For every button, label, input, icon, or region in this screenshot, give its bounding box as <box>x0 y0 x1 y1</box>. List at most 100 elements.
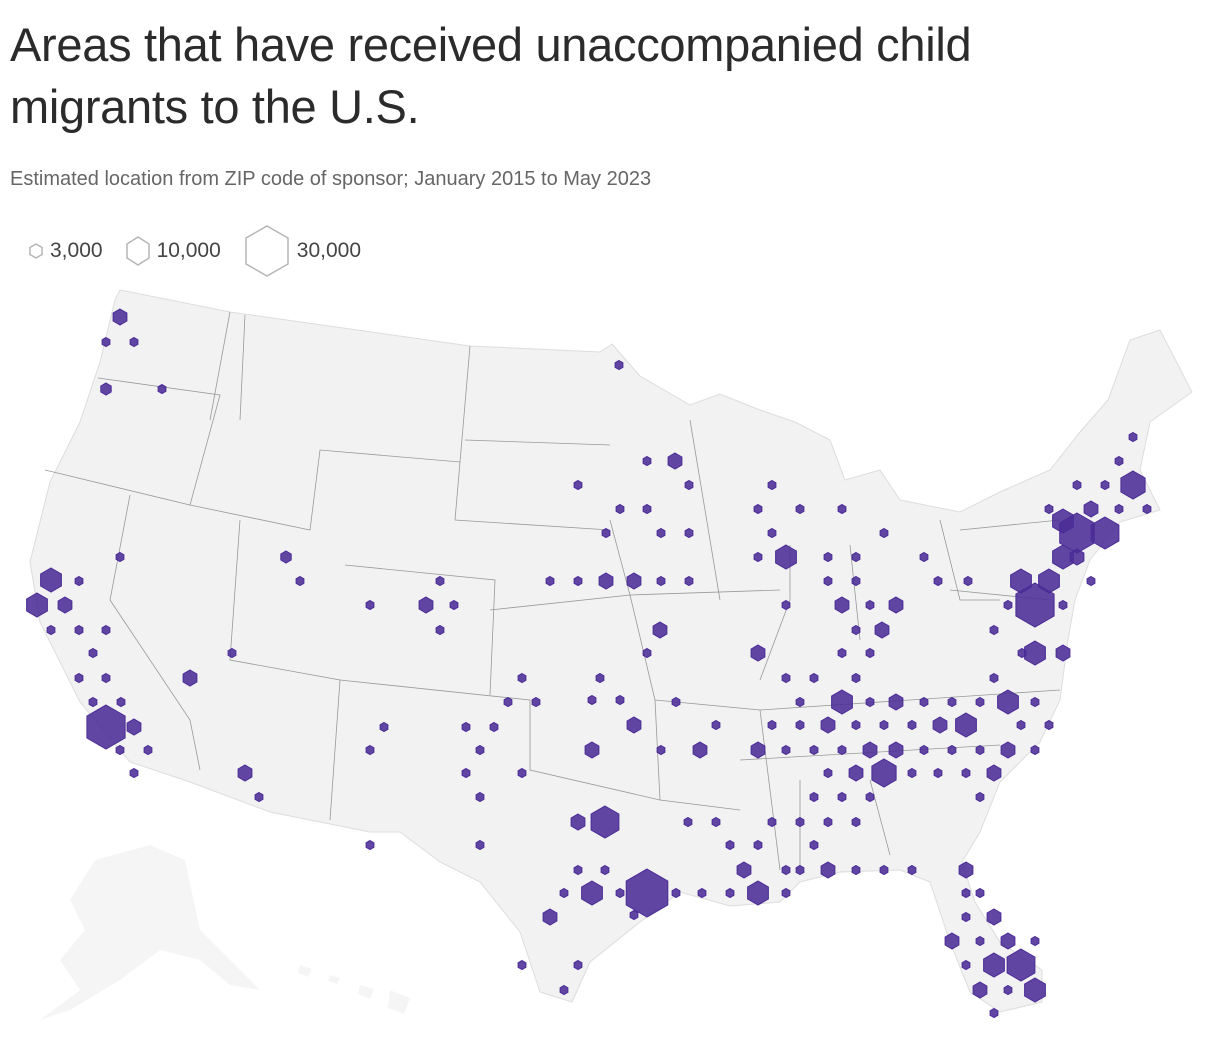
chart-subtitle: Estimated location from ZIP code of spon… <box>10 168 652 190</box>
hexbin-marker <box>1003 984 1013 996</box>
hexbin-marker <box>559 984 569 996</box>
hexbin-marker <box>626 572 642 590</box>
hexbin-marker <box>667 452 683 470</box>
hexbin-marker <box>652 621 668 639</box>
hexbin-marker <box>101 624 111 636</box>
hexbin-marker <box>767 527 777 539</box>
hexbin-marker <box>614 359 624 371</box>
hexbin-marker <box>837 503 847 515</box>
hexbin-marker <box>795 816 805 828</box>
hexbin-marker <box>809 839 819 851</box>
hexbin-marker <box>475 839 485 851</box>
hexbin-marker <box>975 744 985 756</box>
hexbin-marker <box>517 767 527 779</box>
hexbin-marker <box>656 527 666 539</box>
us-map <box>26 289 1193 1020</box>
hexbin-marker <box>365 839 375 851</box>
hexbin-marker <box>750 644 766 662</box>
hexbin-marker <box>517 672 527 684</box>
hexbin-layer <box>26 308 1152 1019</box>
hexbin-marker <box>615 694 625 706</box>
hexbin-marker <box>837 647 847 659</box>
hexbin-marker <box>46 624 56 636</box>
hexbin-marker <box>820 861 836 879</box>
hexbin-marker <box>932 716 948 734</box>
hexbin-marker <box>590 805 620 839</box>
hexbin-marker <box>874 621 890 639</box>
hexbin-marker <box>933 767 943 779</box>
hexbin-marker <box>475 744 485 756</box>
hexbin-marker <box>747 880 769 906</box>
hexbin-marker <box>975 696 985 708</box>
hexbin-marker <box>781 599 791 611</box>
hexbin-marker <box>461 767 471 779</box>
hexbin-marker <box>851 672 861 684</box>
hexbin-marker <box>656 744 666 756</box>
hexbin-marker <box>449 599 459 611</box>
hexbin-marker <box>753 551 763 563</box>
hexbin-marker <box>615 887 625 899</box>
hexbin-marker <box>888 693 904 711</box>
hexbin-marker <box>475 791 485 803</box>
hexbin-marker <box>1006 948 1036 982</box>
hexbin-marker <box>871 758 897 788</box>
hexbin-marker <box>517 959 527 971</box>
hexbin-marker <box>919 551 929 563</box>
hexbin-marker <box>1055 644 1071 662</box>
hexbin-marker <box>601 527 611 539</box>
hexbin-marker <box>1044 503 1054 515</box>
hexbin-marker <box>989 1007 999 1019</box>
hexbin-marker <box>1072 479 1082 491</box>
hexbin-marker <box>671 696 681 708</box>
hexbin-marker <box>851 575 861 587</box>
hexbin-marker <box>584 741 600 759</box>
hexbin-marker <box>573 959 583 971</box>
hexbin-marker <box>625 868 669 918</box>
hexbin-marker <box>907 767 917 779</box>
hexbin-marker <box>775 544 797 570</box>
hexbin-marker <box>684 575 694 587</box>
hexbin-marker <box>961 911 971 923</box>
hexbin-marker <box>642 503 652 515</box>
hexbin-marker <box>831 689 853 715</box>
hexbin-marker <box>725 887 735 899</box>
hexbin-marker <box>961 959 971 971</box>
hexbin-marker <box>379 721 389 733</box>
hexagon-large-icon <box>245 225 289 277</box>
hexbin-marker <box>823 551 833 563</box>
hexbin-marker <box>809 791 819 803</box>
hexbin-marker <box>767 719 777 731</box>
hexbin-marker <box>74 575 84 587</box>
hexbin-marker <box>879 527 889 539</box>
hexbin-marker <box>795 503 805 515</box>
hexbin-marker <box>1128 431 1138 443</box>
hexbin-marker <box>975 791 985 803</box>
hexbin-marker <box>573 864 583 876</box>
hexbin-marker <box>989 672 999 684</box>
hexagon-medium-icon <box>125 236 150 266</box>
hexbin-marker <box>254 791 264 803</box>
hexbin-marker <box>1083 500 1099 518</box>
hexbin-marker <box>295 575 305 587</box>
hexbin-marker <box>74 624 84 636</box>
hexbin-marker <box>851 719 861 731</box>
hexbin-marker <box>795 864 805 876</box>
hexbin-marker <box>865 791 875 803</box>
hexbin-marker <box>767 816 777 828</box>
hexbin-marker <box>865 647 875 659</box>
hexbin-marker <box>1100 479 1110 491</box>
hexbin-marker <box>809 672 819 684</box>
hexbin-marker <box>581 880 603 906</box>
hexbin-marker <box>684 527 694 539</box>
hexbin-marker <box>753 503 763 515</box>
size-legend: 3,000 10,000 30,000 <box>28 224 383 278</box>
hexbin-marker <box>600 864 610 876</box>
hexbin-marker <box>848 764 864 782</box>
hexbin-marker <box>692 741 708 759</box>
hexbin-marker <box>1114 455 1124 467</box>
hexbin-marker <box>961 887 971 899</box>
hexbin-marker <box>1030 744 1040 756</box>
hexbin-marker <box>697 887 707 899</box>
hexbin-marker <box>1120 470 1146 500</box>
hexbin-marker <box>531 696 541 708</box>
